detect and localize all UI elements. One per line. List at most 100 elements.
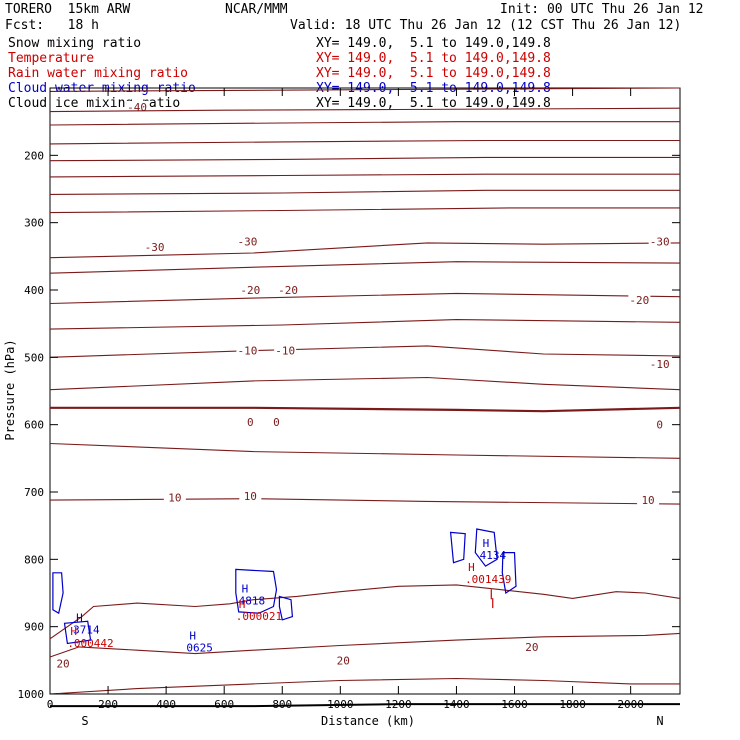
temperature-contour xyxy=(49,207,680,214)
contour-label-bg xyxy=(648,235,671,248)
contour-label: -10 xyxy=(650,358,670,371)
x-tick-label: 200 xyxy=(98,698,118,711)
extremum-h-marker: H xyxy=(468,561,475,574)
contour-label: -30 xyxy=(650,236,670,249)
cloud-water-contour xyxy=(449,531,466,564)
contour-label-bg xyxy=(648,418,671,431)
temperature-contour xyxy=(49,107,681,113)
temperature-contour xyxy=(49,584,681,640)
contour-label-bg xyxy=(236,344,259,357)
contour-label-bg xyxy=(52,657,75,670)
temperature-contour xyxy=(49,498,681,505)
cloud-water-contour xyxy=(235,568,278,614)
contour-label-bg xyxy=(274,344,297,357)
contour-label: 20 xyxy=(525,641,538,654)
contour-label: 10 xyxy=(641,494,654,507)
contour-label-bg xyxy=(126,100,149,113)
extremum-h-marker: H xyxy=(189,629,196,642)
legend-label-rain: Rain water mixing ratio xyxy=(8,66,189,81)
contour-label: 0 xyxy=(656,419,663,432)
legend-xy-temperature: XY= 149.0, 5.1 to 149.0,149.8 xyxy=(316,51,551,66)
y-tick-label: 800 xyxy=(24,553,44,566)
contour-label-bg xyxy=(520,640,543,653)
y-axis-label: Pressure (hPa) xyxy=(3,339,17,440)
x-end-label-right: N xyxy=(656,714,663,728)
contour-label: -30 xyxy=(237,236,257,249)
cloud-water-contour xyxy=(474,528,498,567)
contour-label: 20 xyxy=(337,654,350,667)
y-tick-label: 900 xyxy=(24,621,44,634)
x-tick-label: 1400 xyxy=(443,698,470,711)
contour-label-bg xyxy=(277,284,300,296)
temperature-contour xyxy=(49,156,680,162)
contour-label: -10 xyxy=(237,345,257,358)
extremum-value: 4818 xyxy=(239,594,266,607)
temperature-contour xyxy=(49,345,681,358)
legend-xy-snow: XY= 149.0, 5.1 to 149.0,149.8 xyxy=(316,36,551,51)
header-init: Init: 00 UTC Thu 26 Jan 12 xyxy=(500,2,704,17)
y-tick-label: 200 xyxy=(24,149,44,162)
contour-label-bg xyxy=(332,654,355,667)
contour-label-bg xyxy=(637,494,660,507)
contour-label: 20 xyxy=(56,658,69,671)
x-tick-label: 600 xyxy=(214,698,234,711)
contour-label-bg xyxy=(143,240,166,253)
extremum-value: .001439 xyxy=(465,573,511,586)
cloud-water-contour xyxy=(63,620,92,645)
header-fcst: Fcst: 18 h xyxy=(5,18,99,33)
y-tick-label: 300 xyxy=(24,217,44,230)
contour-label-bg xyxy=(239,490,262,503)
contour-label-bg xyxy=(628,294,651,307)
extremum-value: .000021 xyxy=(236,610,282,623)
extremum-value: 0625 xyxy=(186,641,213,654)
x-tick-label: 800 xyxy=(272,698,292,711)
temperature-contour xyxy=(49,242,681,259)
legend-label-snow: Snow mixing ratio xyxy=(8,36,142,51)
temperature-contour xyxy=(49,442,681,459)
temperature-contour xyxy=(50,406,681,413)
y-tick-label: 600 xyxy=(24,419,44,432)
temperature-contour xyxy=(49,121,680,126)
y-tick-label: 500 xyxy=(24,351,44,364)
contour-label: -20 xyxy=(240,284,260,297)
temperature-contour xyxy=(49,632,681,658)
x-tick-label: 400 xyxy=(156,698,176,711)
contour-label: 10 xyxy=(244,490,257,503)
temperature-contour xyxy=(49,173,680,178)
extremum-value: 3714 xyxy=(73,623,100,636)
contour-label: -20 xyxy=(278,284,298,297)
contour-label: -20 xyxy=(629,294,649,307)
extremum-h-marker: H xyxy=(239,598,246,611)
extremum-h-marker: H xyxy=(70,625,77,638)
header-model: TORERO 15km ARW xyxy=(5,2,131,17)
surface-line xyxy=(50,703,680,708)
contour-label: 0 xyxy=(247,416,254,429)
extremum-h-marker: H xyxy=(242,582,249,595)
y-tick-label: 700 xyxy=(24,486,44,499)
contour-label-bg xyxy=(239,415,262,428)
contour-label-bg xyxy=(239,284,262,296)
temperature-contour xyxy=(49,87,681,92)
cloud-water-contour xyxy=(278,595,294,621)
legend-label-temperature: Temperature xyxy=(8,51,95,66)
contour-label: 0 xyxy=(273,416,280,429)
contour-label-bg xyxy=(265,415,288,428)
temperature-contour xyxy=(49,139,680,145)
contour-label: -30 xyxy=(145,241,165,254)
x-tick-label: 0 xyxy=(47,698,54,711)
legend-label-cloud-ice: Cloud ice mixing ratio xyxy=(8,96,181,111)
legend-xy-cloud-ice: XY= 149.0, 5.1 to 149.0,149.8 xyxy=(316,96,551,111)
contour-label-bg xyxy=(236,235,259,248)
temperature-contour xyxy=(49,319,681,330)
x-tick-label: 2000 xyxy=(617,698,644,711)
contour-label: 10 xyxy=(168,491,181,504)
x-tick-label: 1800 xyxy=(559,698,586,711)
header-org: NCAR/MMM xyxy=(225,2,288,17)
temperature-contour xyxy=(49,189,680,195)
cloud-water-contour xyxy=(52,572,64,615)
x-axis-label: Distance (km) xyxy=(321,714,415,728)
temperature-contour xyxy=(49,677,680,695)
cloud-water-contour xyxy=(501,552,517,595)
extremum-value: .000442 xyxy=(67,637,113,650)
